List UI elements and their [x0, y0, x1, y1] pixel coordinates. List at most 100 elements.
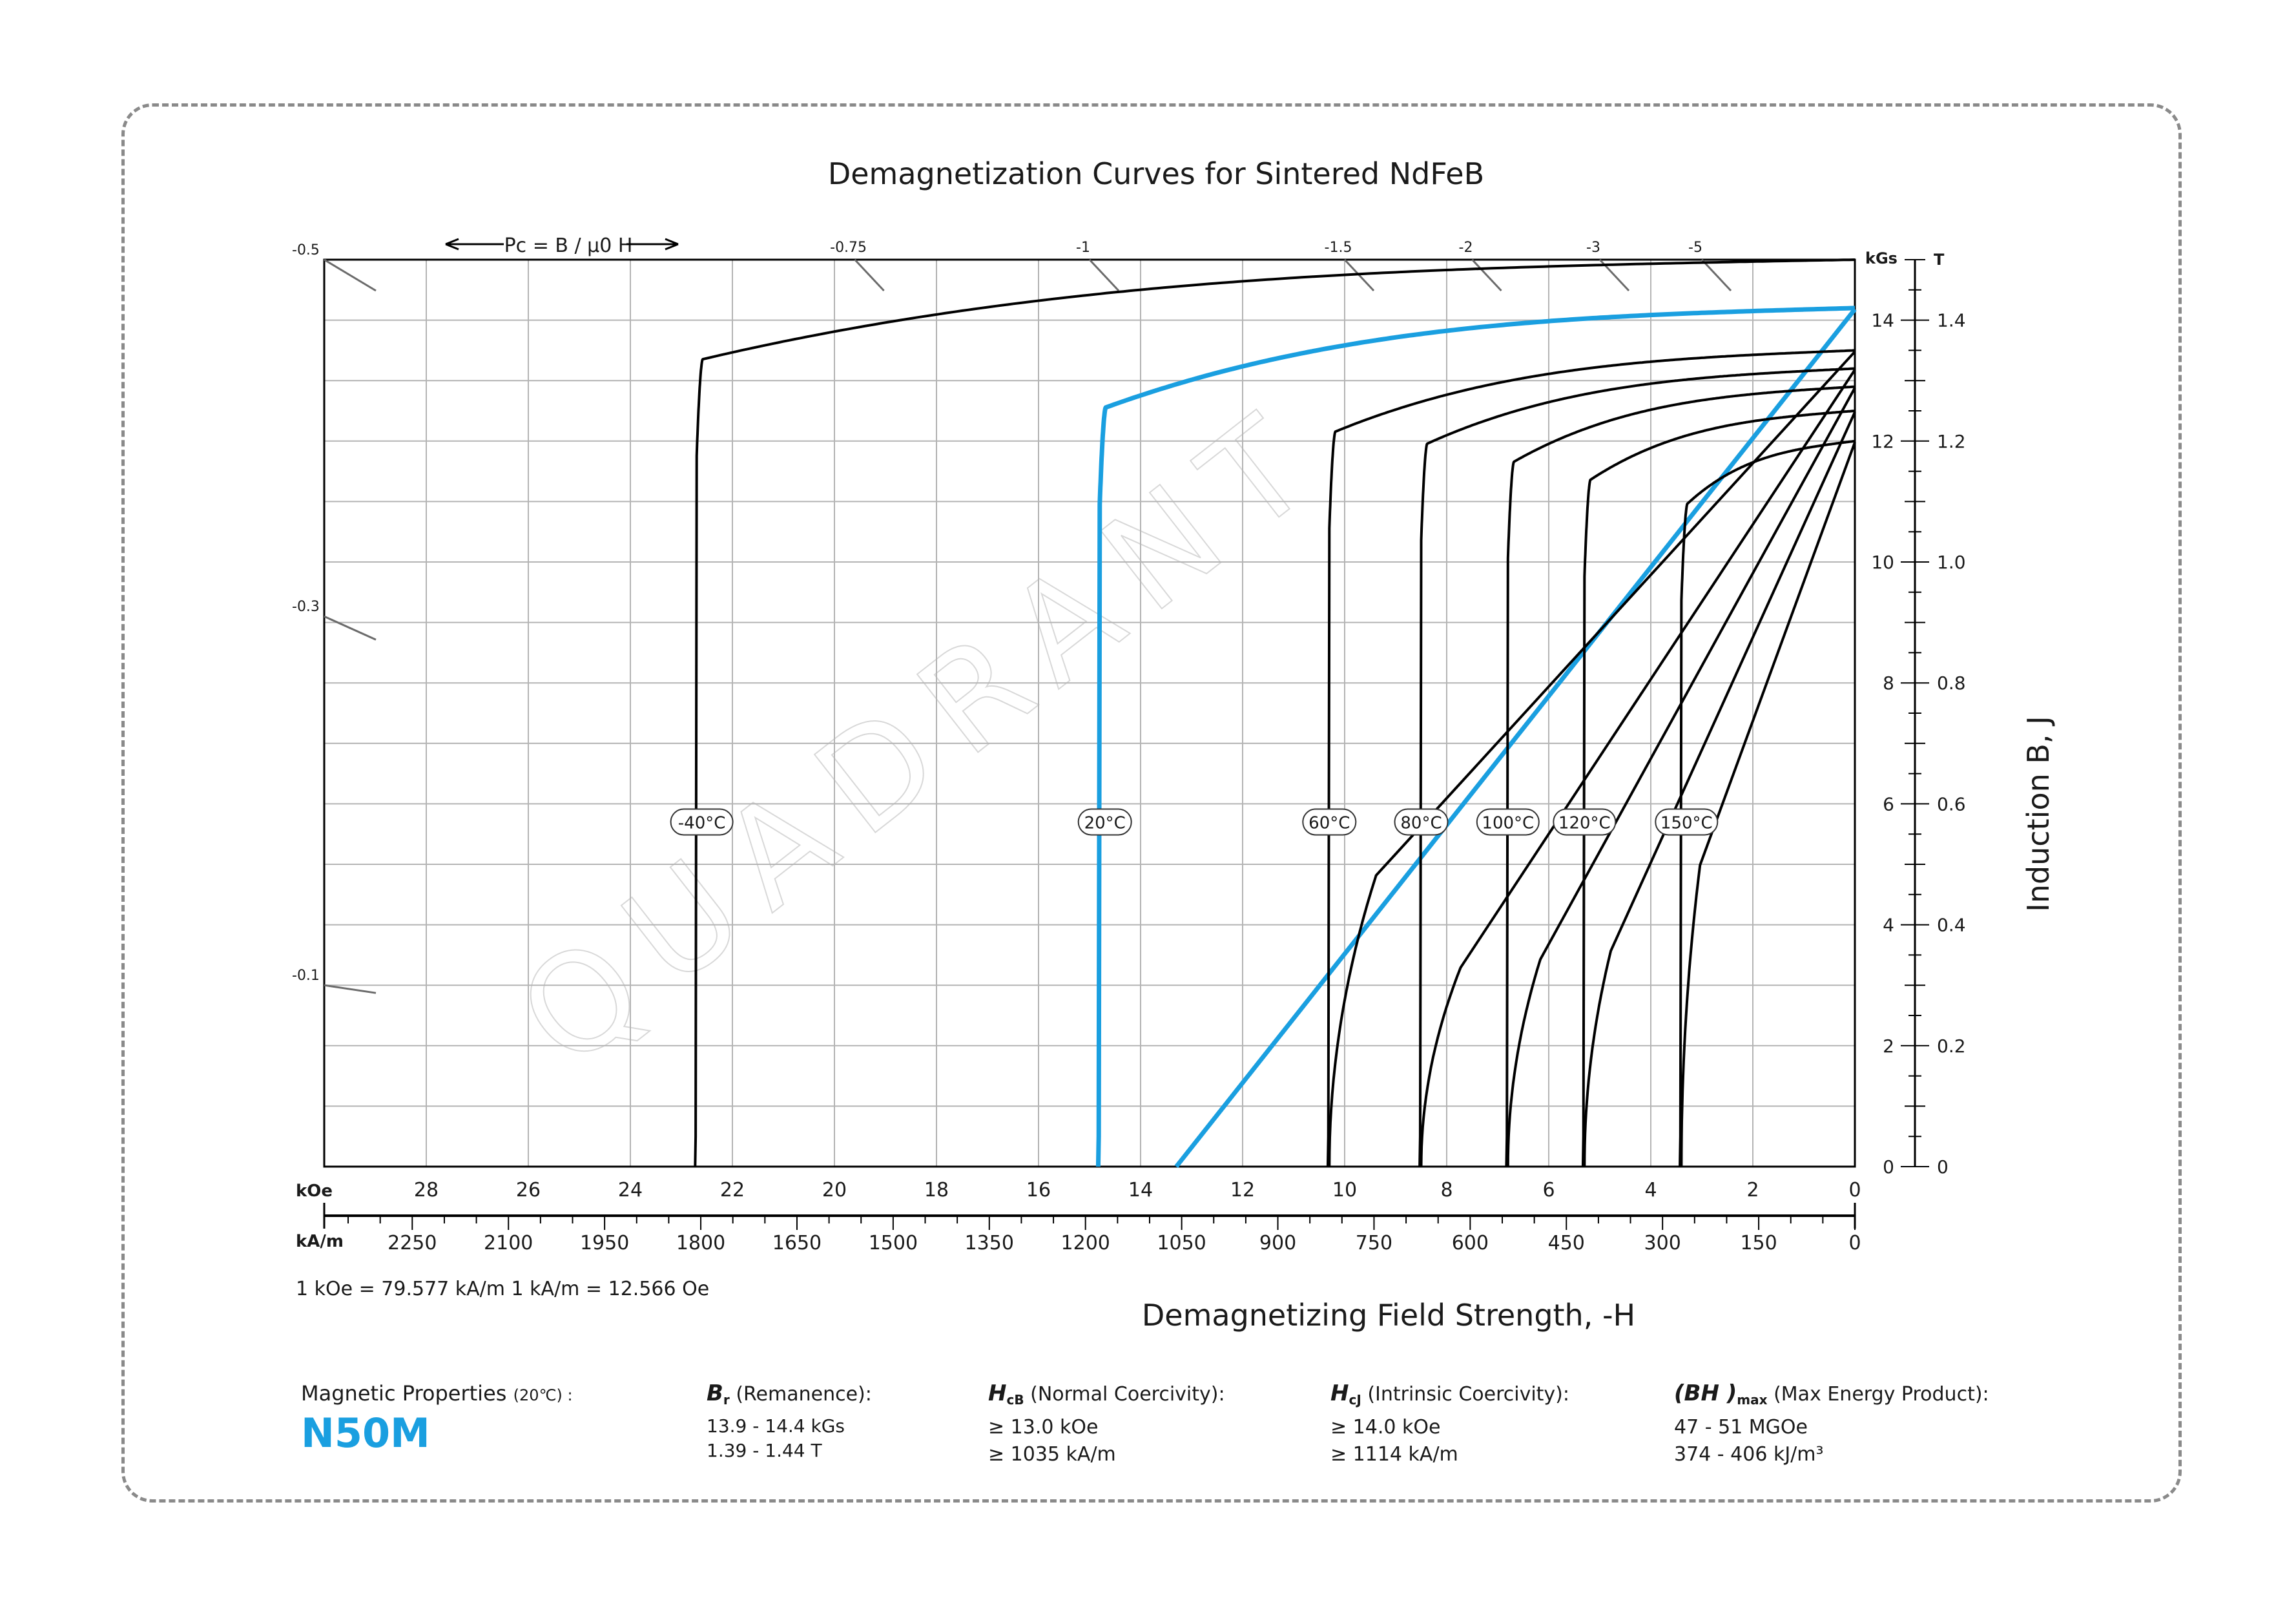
bh-value-mgoe: 47 - 51 MGOe: [1674, 1416, 1808, 1439]
pc-tick: [1701, 258, 1732, 292]
curve-label: 120°C: [1558, 813, 1611, 833]
curve-label-pill: [1476, 808, 1540, 836]
bh-sub: max: [1737, 1392, 1768, 1408]
y-tick-kgs: 14: [1871, 310, 1894, 331]
curve-label: 80°C: [1400, 813, 1442, 833]
j-curve--40C: [694, 258, 1856, 1167]
prop-normal-coercivity: HcB (Normal Coercivity): ≥ 13.0 kOe ≥ 10…: [988, 1379, 1225, 1468]
hcb-symbol: H: [988, 1380, 1007, 1406]
curve-label-pill: [1553, 808, 1617, 836]
br-sub: r: [723, 1392, 730, 1408]
curve-label: 100°C: [1482, 813, 1534, 833]
y-tick-t: 0: [1937, 1156, 1949, 1178]
x-tick-kam: 600: [1452, 1232, 1489, 1254]
pc-tick: [324, 984, 377, 994]
x-tick-koe: 8: [1440, 1179, 1453, 1202]
hcj-value-kam: ≥ 1114 kA/m: [1330, 1443, 1458, 1466]
b-curve-150C: [1680, 442, 1856, 1167]
y-tick-kgs: 2: [1883, 1035, 1894, 1057]
x-tick-kam: 300: [1644, 1232, 1681, 1254]
x-axis-title: Demagnetizing Field Strength, -H: [1142, 1298, 1635, 1333]
x-tick-koe: 24: [618, 1179, 643, 1202]
curves: [694, 258, 1857, 1169]
curve-label-pill: [670, 808, 734, 836]
x-tick-koe: 12: [1230, 1179, 1255, 1202]
x-tick-koe: 16: [1026, 1179, 1051, 1202]
curve-labels: -40°C 20°C 60°C 80°C 100°C 120°C 150°C: [670, 808, 1719, 836]
br-symbol: B: [707, 1380, 723, 1406]
j-curve-80C: [1418, 367, 1856, 1167]
y-tick-kgs: 8: [1883, 672, 1894, 694]
x-tick-kam: 1350: [965, 1232, 1014, 1254]
hcj-title: (Intrinsic Coercivity):: [1367, 1383, 1569, 1406]
hcj-symbol: H: [1330, 1380, 1349, 1406]
b-curve-20C: [1174, 307, 1857, 1169]
y-tick-kgs: 0: [1883, 1156, 1894, 1178]
y-tick-t: 1.4: [1937, 310, 1966, 331]
x-tick-koe: 10: [1332, 1179, 1357, 1202]
x-tick-kam: 750: [1356, 1232, 1392, 1254]
watermark: QUADRANT: [490, 371, 1358, 1098]
curve-label-pill: [1302, 808, 1357, 836]
j-curve-120C: [1581, 410, 1856, 1167]
pc-label: -0.1: [292, 968, 320, 984]
j-curve-20C: [1095, 306, 1856, 1167]
x-tick-kam: 2250: [388, 1232, 437, 1254]
x-tick-koe: 4: [1644, 1179, 1657, 1202]
y-tick-kgs: 6: [1883, 793, 1894, 815]
x-tick-koe: 22: [720, 1179, 745, 1202]
x-tick-kam: 1650: [772, 1232, 822, 1254]
y-axis-title: Induction B, J: [2021, 716, 2056, 911]
pc-header: Pc = B / μ0 H: [504, 234, 633, 257]
pc-tick: [324, 615, 377, 641]
curve-label-pill: [1077, 808, 1132, 836]
x-tick-kam: 1200: [1061, 1232, 1110, 1254]
x-tick-kam: 900: [1259, 1232, 1296, 1254]
x-tick-koe: 0: [1848, 1179, 1861, 1202]
curve-label: -40°C: [678, 813, 726, 833]
hcb-title: (Normal Coercivity):: [1030, 1383, 1225, 1406]
prop-max-energy-product: (BH )max (Max Energy Product): 47 - 51 M…: [1674, 1379, 1989, 1468]
curve-label: 20°C: [1084, 813, 1126, 833]
y-tick-t: 0.6: [1937, 793, 1966, 815]
y-unit-primary: kGs: [1865, 249, 1898, 267]
x-tick-koe: 20: [822, 1179, 847, 1202]
y-tick-kgs: 12: [1871, 431, 1894, 452]
pc-label: -0.3: [292, 599, 320, 615]
x-tick-koe: 26: [516, 1179, 541, 1202]
pc-label: -1.5: [1325, 240, 1352, 256]
axes: kGs T0246810121400.20.40.60.81.01.21.4kOe…: [296, 249, 1966, 1254]
demagnetization-chart: Demagnetization Curves for Sintered NdFe…: [292, 156, 2056, 1333]
pc-tick: [324, 258, 377, 292]
bh-symbol: (BH ): [1674, 1380, 1737, 1406]
prop-remanence: Br (Remanence): 13.9 - 14.4 kGs 1.39 - 1…: [707, 1379, 872, 1463]
hcb-sub: cB: [1006, 1392, 1024, 1408]
hcb-value-kam: ≥ 1035 kA/m: [988, 1443, 1116, 1466]
curve-label-pill: [1394, 808, 1449, 836]
pc-tick: [1471, 258, 1502, 292]
y-tick-kgs: 4: [1883, 915, 1894, 936]
pc-label: -3: [1586, 240, 1600, 256]
permeance-lines: -0.5 -0.3 -0.1 -0.75 -1 -1.5 -2 -3 -5 Pc = B / μ0…: [292, 234, 1732, 994]
curve-label: 150°C: [1660, 813, 1713, 833]
b-curve-120C: [1583, 411, 1856, 1167]
x-tick-koe: 14: [1128, 1179, 1153, 1202]
br-value-t: 1.39 - 1.44 T: [707, 1440, 822, 1461]
hcb-value-koe: ≥ 13.0 kOe: [988, 1416, 1099, 1439]
curve-label: 60°C: [1308, 813, 1350, 833]
pc-label: -1: [1076, 240, 1090, 256]
pc-label: -0.75: [830, 240, 867, 256]
grid: [323, 258, 1856, 1168]
pc-label: -5: [1688, 240, 1702, 256]
y-tick-kgs: 10: [1871, 552, 1894, 573]
x-tick-kam: 1950: [580, 1232, 629, 1254]
x-tick-kam: 0: [1848, 1232, 1861, 1254]
pc-tick: [854, 258, 885, 292]
bh-title: (Max Energy Product):: [1774, 1383, 1989, 1406]
x-tick-koe: 28: [414, 1179, 439, 1202]
x-unit-primary: kOe: [296, 1181, 333, 1201]
y-unit-secondary: T: [1934, 251, 1945, 269]
x-unit-secondary: kA/m: [296, 1232, 344, 1251]
x-tick-kam: 450: [1548, 1232, 1585, 1254]
properties-label-text: Magnetic Properties: [301, 1381, 507, 1406]
